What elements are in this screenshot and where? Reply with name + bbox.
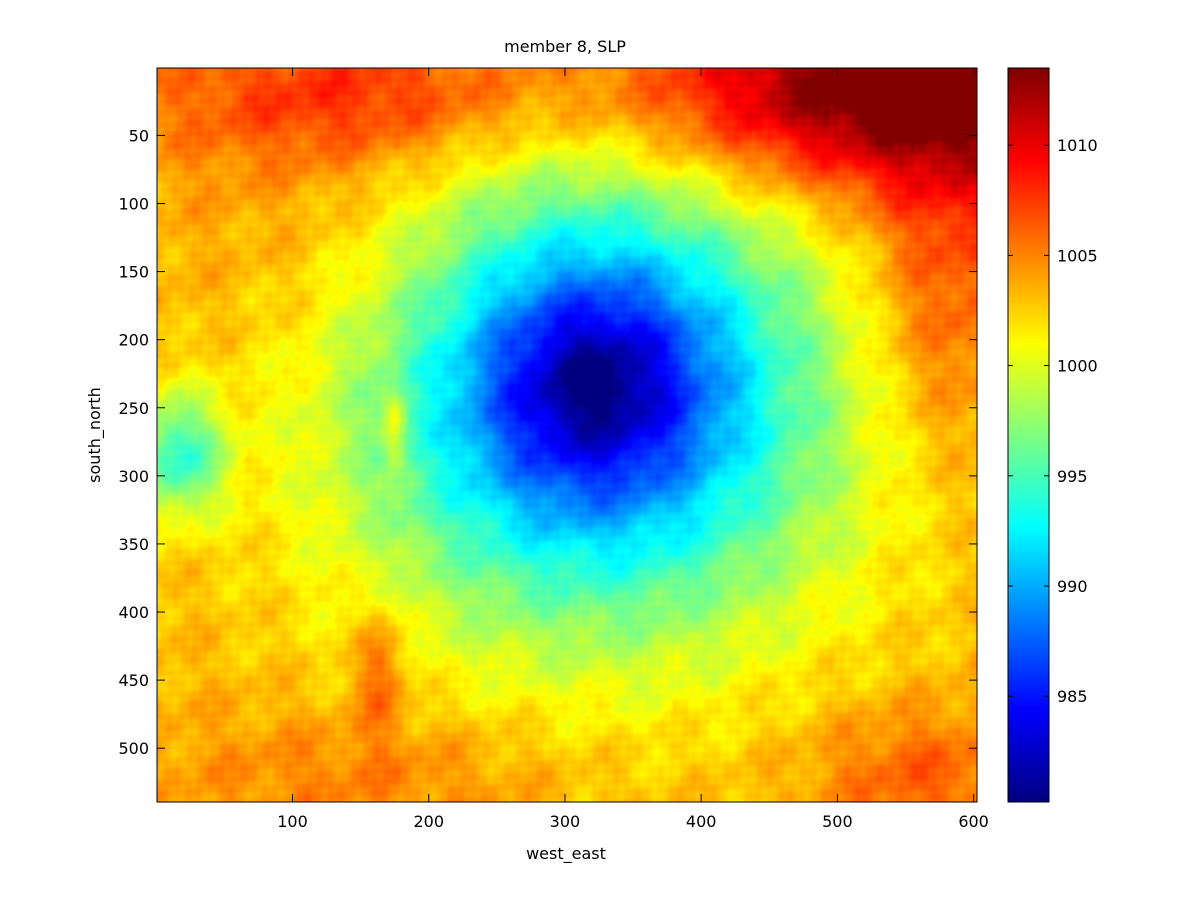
y-tick-label: 150 <box>118 263 149 282</box>
x-tick-label: 500 <box>822 812 853 831</box>
colorbar-tick-label: 995 <box>1057 467 1088 486</box>
x-tick-label: 100 <box>277 812 308 831</box>
y-tick-label: 350 <box>118 535 149 554</box>
y-tick-label: 50 <box>129 126 149 145</box>
colorbar-ticks: 985 990 995 1000 1005 1010 <box>1008 136 1098 706</box>
y-tick-label: 500 <box>118 739 149 758</box>
x-tick-label: 400 <box>686 812 717 831</box>
y-tick-label: 300 <box>118 467 149 486</box>
heatmap-image <box>157 68 977 802</box>
colorbar-gradient <box>1008 68 1049 802</box>
plot-area <box>156 67 978 803</box>
colorbar-tick-label: 990 <box>1057 577 1088 596</box>
y-tick-label: 200 <box>118 331 149 350</box>
colorbar-tick-label: 985 <box>1057 687 1088 706</box>
x-tick-label: 300 <box>550 812 581 831</box>
x-axis: 100 200 300 400 500 600 <box>277 68 989 831</box>
x-tick-label: 600 <box>958 812 989 831</box>
y-tick-label: 100 <box>118 194 149 213</box>
y-tick-label: 250 <box>118 399 149 418</box>
y-axis: 50 100 150 200 250 300 350 400 450 500 <box>118 126 977 758</box>
x-axis-label: west_east <box>526 844 606 864</box>
colorbar-tick-label: 1005 <box>1057 246 1098 265</box>
plot-frame <box>156 67 978 803</box>
colorbar: 985 990 995 1000 1005 1010 <box>1007 67 1098 803</box>
colorbar-tick-label: 1000 <box>1057 357 1098 376</box>
colorbar-tick-label: 1010 <box>1057 136 1098 155</box>
y-tick-label: 400 <box>118 603 149 622</box>
x-tick-label: 200 <box>413 812 444 831</box>
colorbar-frame <box>1007 67 1050 803</box>
y-axis-label: south_north <box>85 387 105 483</box>
y-tick-label: 450 <box>118 671 149 690</box>
chart-title: member 8, SLP <box>504 37 626 56</box>
